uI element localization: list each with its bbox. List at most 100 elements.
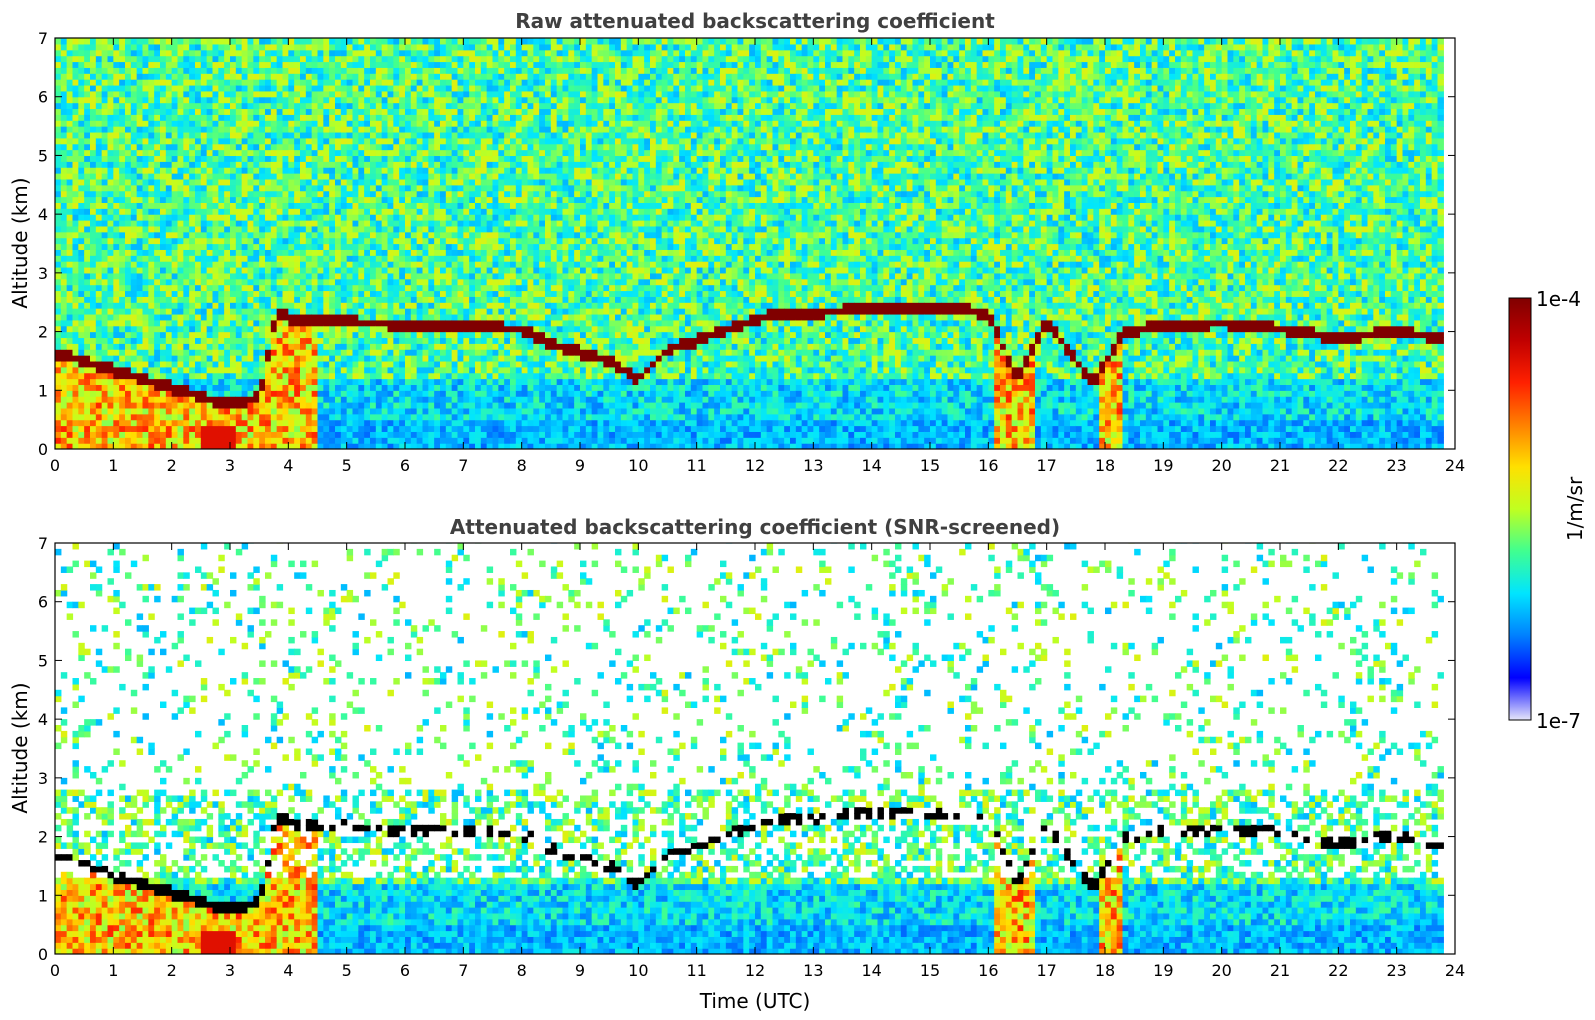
image-cell: [288, 384, 295, 391]
image-cell: [463, 337, 470, 344]
image-cell: [78, 38, 85, 45]
image-cell: [125, 443, 132, 449]
image-cell: [253, 366, 260, 374]
image-cell: [329, 355, 336, 362]
image-cell: [288, 325, 295, 333]
image-cell: [84, 437, 91, 444]
image-cell: [300, 61, 307, 68]
image-cell: [230, 396, 237, 403]
image-cell: [224, 402, 231, 409]
image-cell: [200, 79, 208, 86]
image-cell: [305, 331, 313, 339]
image-cell: [160, 126, 167, 133]
image-cell: [125, 108, 132, 115]
image-cell: [370, 167, 377, 174]
image-cell: [311, 337, 319, 344]
image-cell: [305, 84, 313, 92]
image-cell: [66, 266, 74, 274]
image-cell: [346, 396, 354, 403]
image-cell: [335, 396, 342, 403]
image-cell: [200, 120, 208, 127]
image-cell: [206, 278, 214, 286]
image-cell: [55, 249, 62, 256]
image-cell: [294, 325, 301, 333]
image-cell: [451, 155, 459, 162]
image-cell: [428, 237, 435, 245]
image-cell: [457, 143, 464, 151]
image-cell: [95, 61, 103, 68]
image-cell: [463, 343, 470, 350]
image-cell: [428, 55, 435, 63]
image-cell: [375, 149, 383, 157]
image-cell: [189, 325, 196, 333]
image-cell: [212, 231, 219, 239]
image-cell: [241, 407, 249, 415]
image-cell: [323, 349, 330, 356]
image-cell: [416, 90, 424, 98]
image-cell: [305, 313, 313, 321]
image-cell: [84, 202, 91, 209]
image-cell: [393, 396, 400, 403]
image-cell: [340, 96, 348, 104]
image-cell: [358, 155, 365, 162]
image-cell: [434, 255, 441, 262]
image-cell: [265, 161, 272, 168]
image-cell: [370, 366, 377, 374]
image-cell: [329, 378, 336, 386]
image-cell: [428, 313, 435, 321]
image-cell: [428, 137, 435, 145]
image-cell: [405, 419, 412, 427]
image-cell: [399, 149, 406, 157]
image-cell: [165, 331, 173, 339]
image-cell: [422, 337, 429, 344]
image-cell: [66, 155, 74, 162]
image-cell: [282, 290, 289, 297]
image-cell: [78, 431, 85, 438]
image-cell: [200, 384, 208, 391]
image-cell: [323, 413, 330, 421]
image-cell: [107, 355, 114, 362]
image-cell: [142, 131, 149, 139]
image-cell: [358, 384, 365, 391]
top-panel-title: Raw attenuated backscattering coefficien…: [515, 9, 995, 33]
image-cell: [113, 243, 120, 250]
image-cell: [305, 261, 313, 268]
image-cell: [416, 190, 424, 198]
image-cell: [241, 102, 249, 110]
image-cell: [323, 126, 330, 133]
image-cell: [422, 443, 429, 449]
image-cell: [323, 73, 330, 80]
image-cell: [451, 402, 459, 409]
image-cell: [212, 178, 219, 186]
image-cell: [101, 325, 109, 333]
image-cell: [60, 355, 68, 362]
image-cell: [101, 337, 109, 344]
image-cell: [60, 173, 68, 180]
image-cell: [381, 49, 389, 57]
image-cell: [107, 272, 114, 280]
image-cell: [66, 131, 74, 139]
image-cell: [78, 313, 85, 321]
image-cell: [107, 419, 114, 427]
image-cell: [148, 378, 155, 386]
image-cell: [206, 184, 214, 192]
image-cell: [90, 196, 97, 203]
image-cell: [253, 278, 260, 286]
image-cell: [463, 325, 470, 333]
image-cell: [428, 38, 435, 45]
image-cell: [195, 437, 202, 444]
image-cell: [422, 178, 429, 186]
image-cell: [381, 355, 389, 362]
image-cell: [241, 255, 249, 262]
image-cell: [323, 214, 330, 221]
image-cell: [253, 308, 260, 315]
image-cell: [323, 102, 330, 110]
image-cell: [119, 114, 126, 121]
image-cell: [399, 102, 406, 110]
image-cell: [241, 378, 249, 386]
image-cell: [206, 79, 214, 86]
image-cell: [212, 355, 219, 362]
image-cell: [317, 167, 324, 174]
image-cell: [230, 413, 237, 421]
image-cell: [381, 266, 389, 274]
